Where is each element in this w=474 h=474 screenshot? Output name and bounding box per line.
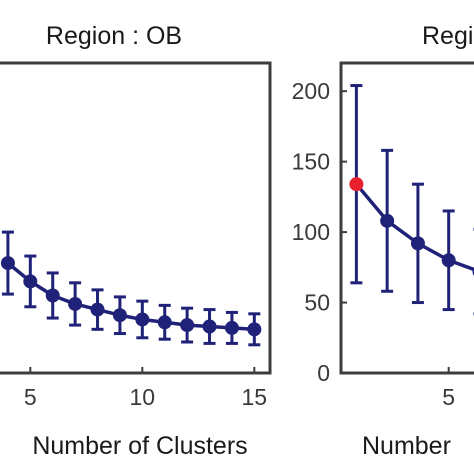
data-point-1-1 xyxy=(380,213,395,228)
data-point-0-6 xyxy=(135,312,150,327)
y-tick-label-1-0: 0 xyxy=(317,360,330,386)
data-point-0-7 xyxy=(157,315,172,330)
panel-ob-x-ticks: 5 10 15 xyxy=(24,367,267,410)
panel-ob-title: Region : OB xyxy=(46,22,182,50)
data-point-0-9 xyxy=(202,319,217,334)
y-tick-label-1-1: 50 xyxy=(304,290,330,316)
x-tick-label-0-1: 10 xyxy=(130,384,156,410)
data-point-0-0 xyxy=(0,256,15,271)
panel-ob-series xyxy=(0,230,262,347)
panel-ob-x-axis-label: Number of Clusters xyxy=(32,432,247,460)
data-point-0-8 xyxy=(180,318,195,333)
data-point-0-10 xyxy=(224,320,239,335)
panel-second-x-axis-label: Number xyxy=(362,432,451,460)
panel-second-axes xyxy=(339,61,474,375)
data-point-0-2 xyxy=(45,288,60,303)
series-line-0-0 xyxy=(6,261,255,332)
data-point-1-2 xyxy=(410,236,425,251)
panel-ob-axes xyxy=(0,61,272,375)
data-point-0-5 xyxy=(112,308,127,323)
panel-second-series xyxy=(349,84,474,316)
data-point-1-3 xyxy=(441,253,456,268)
panel-ob: Region : OB 5 10 15 Number of Clusters xyxy=(0,22,272,460)
y-tick-label-1-2: 100 xyxy=(292,219,330,245)
data-point-0-11 xyxy=(247,322,262,337)
y-tick-label-1-3: 150 xyxy=(292,149,330,175)
data-point-0-4 xyxy=(90,302,105,317)
series-line-1-0 xyxy=(355,183,474,272)
x-tick-label-1-0: 5 xyxy=(442,384,455,410)
data-point-0-1 xyxy=(23,274,38,289)
y-tick-label-1-4: 200 xyxy=(292,78,330,104)
x-tick-label-0-0: 5 xyxy=(24,384,37,410)
x-tick-label-0-2: 15 xyxy=(242,384,268,410)
highlight-point-1-0 xyxy=(349,177,364,192)
data-point-0-3 xyxy=(68,296,83,311)
panel-second-title: Regi xyxy=(422,22,473,50)
